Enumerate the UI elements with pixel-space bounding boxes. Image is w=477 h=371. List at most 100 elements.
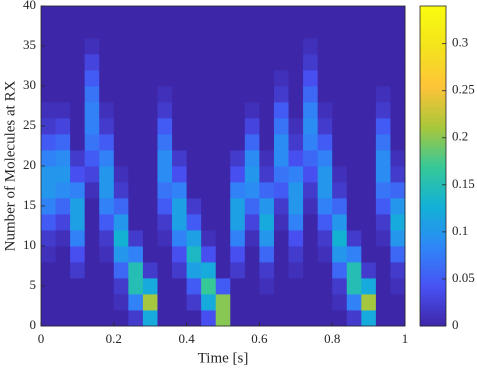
colorbar-swatch — [420, 246, 446, 251]
heatmap-cell — [186, 214, 202, 231]
heatmap-cell — [215, 166, 231, 183]
heatmap-cell — [346, 214, 362, 231]
heatmap-cell — [244, 38, 260, 55]
heatmap-cell — [332, 294, 348, 311]
heatmap-cell — [230, 134, 246, 151]
heatmap-cell — [172, 246, 187, 263]
heatmap-cell — [303, 278, 319, 295]
colorbar-swatch — [420, 234, 446, 239]
heatmap-cell — [375, 278, 391, 295]
heatmap-cell — [99, 54, 115, 71]
colorbar-swatch — [420, 26, 446, 31]
heatmap-cell — [186, 294, 202, 311]
heatmap-cell — [186, 134, 202, 151]
heatmap-cell — [317, 294, 333, 311]
heatmap-cell — [201, 6, 217, 23]
heatmap-cell — [230, 22, 246, 39]
heatmap-cell — [99, 310, 115, 327]
colorbar-swatch — [420, 206, 446, 211]
colorbar-swatch — [420, 254, 446, 259]
heatmap-cell — [84, 38, 100, 55]
heatmap-cell — [259, 182, 275, 199]
heatmap-cell — [317, 166, 333, 183]
heatmap-cell — [55, 278, 71, 295]
heatmap-cell — [113, 230, 129, 247]
heatmap-cell — [201, 278, 217, 295]
heatmap-cell — [84, 102, 100, 119]
colorbar-swatch — [420, 258, 446, 263]
heatmap-cell — [259, 102, 275, 119]
heatmap-cell — [84, 86, 100, 103]
heatmap-cell — [375, 70, 391, 87]
x-tick-label: 0.2 — [106, 331, 122, 346]
colorbar-swatch — [420, 210, 446, 215]
colorbar-swatch — [420, 190, 446, 195]
heatmap-cell — [390, 278, 406, 295]
heatmap-cell — [332, 22, 348, 39]
x-tick-label: 0.6 — [251, 331, 268, 346]
heatmap-cell — [172, 294, 187, 311]
heatmap-cell — [244, 230, 260, 247]
heatmap-cell — [317, 310, 333, 327]
heatmap-cell — [172, 310, 187, 327]
heatmap-cell — [99, 134, 115, 151]
colorbar-swatch — [420, 34, 446, 39]
colorbar-swatch — [420, 286, 446, 291]
heatmap-cell — [390, 166, 406, 183]
heatmap-cell — [186, 230, 202, 247]
heatmap-cell — [201, 150, 217, 167]
heatmap-cell — [142, 70, 158, 87]
heatmap-cell — [84, 214, 100, 231]
colorbar-swatch — [420, 222, 446, 227]
heatmap-cell — [273, 230, 289, 247]
heatmap-cell — [375, 214, 391, 231]
heatmap-cell — [70, 310, 86, 327]
heatmap-cell — [128, 198, 144, 215]
heatmap-cell — [303, 182, 319, 199]
heatmap-cell — [201, 262, 217, 279]
heatmap-cell — [215, 118, 231, 135]
heatmap-cell — [317, 22, 333, 39]
heatmap-cell — [303, 198, 319, 215]
heatmap-cell — [361, 230, 377, 247]
heatmap-cell — [346, 54, 362, 71]
y-tick-label: 10 — [23, 237, 36, 252]
heatmap-cell — [273, 214, 289, 231]
heatmap-cell — [259, 294, 275, 311]
heatmap-cell — [390, 182, 406, 199]
colorbar-tick-label: 0 — [452, 317, 459, 332]
colorbar-swatch — [420, 118, 446, 123]
colorbar-swatch — [420, 50, 446, 55]
heatmap-cell — [99, 118, 115, 135]
heatmap-cell — [244, 86, 260, 103]
heatmap-cell — [230, 38, 246, 55]
heatmap-cell — [317, 102, 333, 119]
heatmap-cell — [215, 134, 231, 151]
heatmap-cell — [157, 86, 173, 103]
colorbar-swatch — [420, 114, 446, 119]
heatmap-cell — [332, 38, 348, 55]
colorbar-swatch — [420, 306, 446, 311]
heatmap-cell — [390, 38, 406, 55]
heatmap-cell — [128, 54, 144, 71]
heatmap-cell — [186, 118, 202, 135]
heatmap-cell — [157, 6, 173, 23]
heatmap-cell — [113, 246, 129, 263]
heatmap-cell — [303, 150, 319, 167]
heatmap-cell — [201, 230, 217, 247]
heatmap-cell — [230, 262, 246, 279]
heatmap-cell — [99, 102, 115, 119]
heatmap-cell — [201, 118, 217, 135]
heatmap-cell — [273, 38, 289, 55]
heatmap-cell — [70, 278, 86, 295]
heatmap-cell — [244, 118, 260, 135]
heatmap-cell — [390, 294, 406, 311]
heatmap-cell — [317, 6, 333, 23]
heatmap-cell — [142, 54, 158, 71]
colorbar-swatch — [420, 82, 446, 87]
heatmap-cell — [41, 134, 56, 151]
colorbar-swatch — [420, 162, 446, 167]
heatmap-cell — [375, 230, 391, 247]
heatmap-cell — [172, 22, 187, 39]
